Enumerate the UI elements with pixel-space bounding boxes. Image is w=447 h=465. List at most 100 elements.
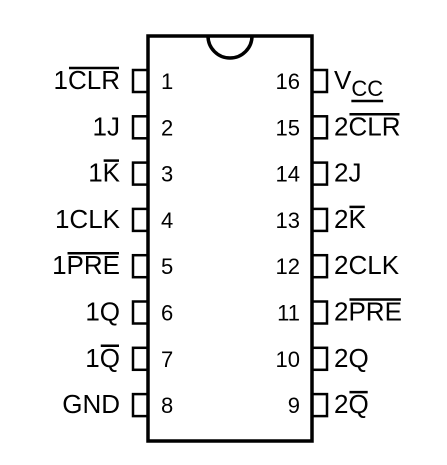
svg-text:1Q: 1Q <box>85 343 120 373</box>
pin-lead <box>310 207 329 233</box>
pin-label-prefix: GND <box>62 389 120 419</box>
pin-label-inverted: CLR <box>348 111 400 141</box>
pin-number: 6 <box>161 301 173 326</box>
pin-lead <box>131 253 150 279</box>
svg-text:1CLR: 1CLR <box>54 65 120 95</box>
pin-label: 2CLR <box>334 111 400 141</box>
pin-label: GND <box>62 389 120 419</box>
pin-lead <box>310 253 329 279</box>
svg-text:2Q: 2Q <box>334 389 369 419</box>
pin-lead <box>310 68 329 94</box>
pin-label-prefix: 2 <box>334 297 348 327</box>
pin-lead <box>310 161 329 186</box>
svg-text:VCC: VCC <box>334 65 383 101</box>
pin-label-prefix: 1J <box>93 111 120 141</box>
chip-body <box>146 34 314 443</box>
pin-label: 1CLK <box>55 204 121 234</box>
pin-4: 4 1CLK <box>55 204 173 234</box>
svg-text:1CLK: 1CLK <box>55 204 121 234</box>
pin-number: 4 <box>161 208 173 233</box>
pin-number: 9 <box>288 393 300 418</box>
pin-2: 2 1J <box>93 111 174 141</box>
pin-number: 15 <box>276 115 300 140</box>
pin-label-prefix: 2 <box>334 204 348 234</box>
pin-lead <box>131 68 150 94</box>
pin-label: 1J <box>93 111 120 141</box>
pin-9: 9 2Q <box>288 389 369 419</box>
pin-label-inverted: K <box>103 158 121 188</box>
pin-lead <box>131 115 150 140</box>
pin-label-prefix: 2J <box>334 158 361 188</box>
pin-label-prefix: 2CLK <box>334 250 400 280</box>
pin-label-prefix: 1 <box>85 343 99 373</box>
pin-label: 2J <box>334 158 361 188</box>
pin-number: 5 <box>161 254 173 279</box>
pin-number: 3 <box>161 162 173 187</box>
pin-label-prefix: 2 <box>334 389 348 419</box>
pin-lead <box>131 392 150 418</box>
pin-number: 13 <box>276 208 300 233</box>
pin-label: 2Q <box>334 389 369 419</box>
orientation-notch <box>206 35 254 60</box>
pin-number: 2 <box>161 115 173 140</box>
pin-number: 10 <box>276 347 300 372</box>
pin-label: 1Q <box>85 343 120 373</box>
pin-number: 16 <box>276 69 300 94</box>
pin-label: 1PRE <box>52 250 120 280</box>
pin-lead <box>310 392 329 418</box>
pin-label-inverted: PRE <box>67 250 120 280</box>
pin-3: 3 1K <box>88 158 173 188</box>
pin-label: 2PRE <box>334 297 402 327</box>
pin-label-prefix: 1 <box>52 250 66 280</box>
pin-6: 6 1Q <box>85 297 173 327</box>
svg-text:1J: 1J <box>93 111 120 141</box>
pin-lead <box>310 300 329 325</box>
pin-number: 11 <box>277 301 300 326</box>
pin-number: 12 <box>276 254 300 279</box>
pin-label: 2Q <box>334 343 369 373</box>
pin-lead <box>131 346 150 372</box>
svg-text:2PRE: 2PRE <box>334 297 402 327</box>
pin-number: 8 <box>161 393 173 418</box>
svg-text:2CLR: 2CLR <box>334 111 400 141</box>
pin-label: 1CLR <box>54 65 120 95</box>
svg-text:2J: 2J <box>334 158 361 188</box>
pin-8: 8 GND <box>62 389 173 419</box>
pin-lead <box>310 346 329 372</box>
pin-15: 15 2CLR <box>276 111 401 141</box>
pin-number: 1 <box>161 69 173 94</box>
pin-12: 12 2CLK <box>276 250 400 280</box>
pin-16: 16 VCC <box>276 65 383 103</box>
pin-label-prefix: 1 <box>54 65 68 95</box>
pin-label-prefix: 1CLK <box>55 204 121 234</box>
pin-lead <box>131 207 150 233</box>
pin-label-inverted: Q <box>100 343 120 373</box>
svg-text:1PRE: 1PRE <box>52 250 120 280</box>
svg-text:GND: GND <box>62 389 120 419</box>
pin-label-prefix: 1 <box>88 158 102 188</box>
pin-label: 1Q <box>85 297 120 327</box>
pin-14: 14 2J <box>276 158 362 188</box>
pin-label-prefix: 1Q <box>85 297 120 327</box>
pin-label-prefix: V <box>334 65 352 95</box>
svg-text:2Q: 2Q <box>334 343 369 373</box>
pin-label-inverted: K <box>348 204 366 234</box>
svg-text:1K: 1K <box>88 158 120 188</box>
pin-number: 7 <box>161 347 173 372</box>
pin-5: 5 1PRE <box>52 250 173 280</box>
pin-label: 2K <box>334 204 366 234</box>
pin-lead <box>131 300 150 325</box>
svg-text:2CLK: 2CLK <box>334 250 400 280</box>
pin-label-inverted: PRE <box>348 297 401 327</box>
pin-label-prefix: 2 <box>334 111 348 141</box>
pin-10: 10 2Q <box>276 343 369 373</box>
pin-label-prefix: 2Q <box>334 343 369 373</box>
pin-label-inverted: Q <box>348 389 368 419</box>
pin-label-inverted: CLR <box>68 65 120 95</box>
svg-text:1Q: 1Q <box>85 297 120 327</box>
pin-7: 7 1Q <box>85 343 173 373</box>
